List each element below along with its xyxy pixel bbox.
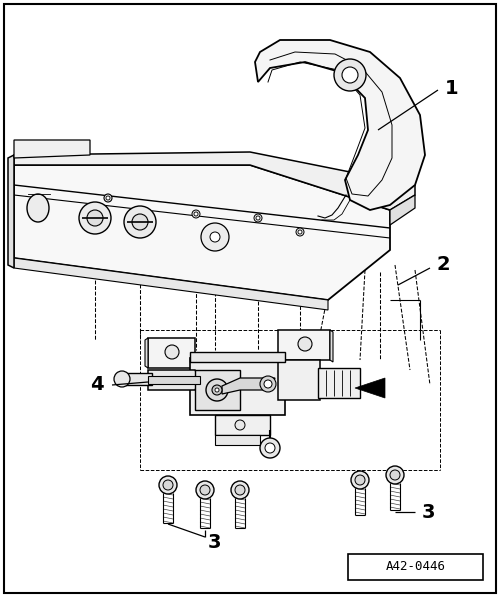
Circle shape: [114, 371, 130, 387]
Polygon shape: [318, 368, 360, 398]
Polygon shape: [255, 40, 425, 210]
Polygon shape: [120, 373, 152, 385]
Polygon shape: [390, 195, 415, 225]
Circle shape: [159, 476, 177, 494]
Circle shape: [194, 212, 198, 216]
Circle shape: [87, 210, 103, 226]
Circle shape: [260, 438, 280, 458]
Circle shape: [165, 345, 179, 359]
Circle shape: [206, 379, 228, 401]
Circle shape: [200, 485, 210, 495]
Circle shape: [260, 376, 276, 392]
Circle shape: [196, 481, 214, 499]
Polygon shape: [278, 360, 320, 400]
Text: A42-0446: A42-0446: [386, 561, 446, 574]
Polygon shape: [355, 378, 385, 398]
Polygon shape: [330, 330, 333, 362]
Polygon shape: [14, 140, 90, 158]
Text: 2: 2: [437, 256, 450, 275]
Circle shape: [163, 480, 173, 490]
Circle shape: [351, 471, 369, 489]
Circle shape: [215, 388, 219, 392]
Text: 4: 4: [90, 376, 104, 395]
Polygon shape: [222, 378, 275, 394]
Circle shape: [235, 420, 245, 430]
Circle shape: [298, 230, 302, 234]
Circle shape: [256, 216, 260, 220]
Polygon shape: [14, 152, 415, 210]
Polygon shape: [148, 338, 195, 368]
Circle shape: [124, 206, 156, 238]
Polygon shape: [14, 258, 328, 310]
Circle shape: [106, 196, 110, 200]
Polygon shape: [195, 370, 240, 410]
Circle shape: [210, 232, 220, 242]
Bar: [348, 554, 483, 580]
Circle shape: [132, 214, 148, 230]
Ellipse shape: [27, 194, 49, 222]
Circle shape: [264, 380, 272, 388]
Polygon shape: [8, 155, 14, 268]
Polygon shape: [215, 415, 270, 435]
Circle shape: [334, 59, 366, 91]
Circle shape: [201, 223, 229, 251]
Circle shape: [212, 385, 222, 395]
Circle shape: [79, 202, 111, 234]
Polygon shape: [190, 352, 285, 362]
Circle shape: [342, 67, 358, 83]
Polygon shape: [278, 330, 330, 360]
Circle shape: [296, 228, 304, 236]
Circle shape: [390, 470, 400, 480]
Text: 1: 1: [445, 78, 458, 97]
Text: 3: 3: [208, 534, 222, 552]
Circle shape: [265, 443, 275, 453]
Polygon shape: [190, 358, 285, 415]
Polygon shape: [148, 370, 200, 390]
Circle shape: [298, 337, 312, 351]
Polygon shape: [215, 435, 260, 445]
Circle shape: [104, 194, 112, 202]
Polygon shape: [14, 165, 390, 300]
Circle shape: [254, 214, 262, 222]
Circle shape: [386, 466, 404, 484]
Polygon shape: [148, 376, 200, 384]
Polygon shape: [145, 338, 148, 368]
Circle shape: [192, 210, 200, 218]
Circle shape: [355, 475, 365, 485]
Circle shape: [235, 485, 245, 495]
Circle shape: [231, 481, 249, 499]
Text: 3: 3: [422, 503, 436, 522]
